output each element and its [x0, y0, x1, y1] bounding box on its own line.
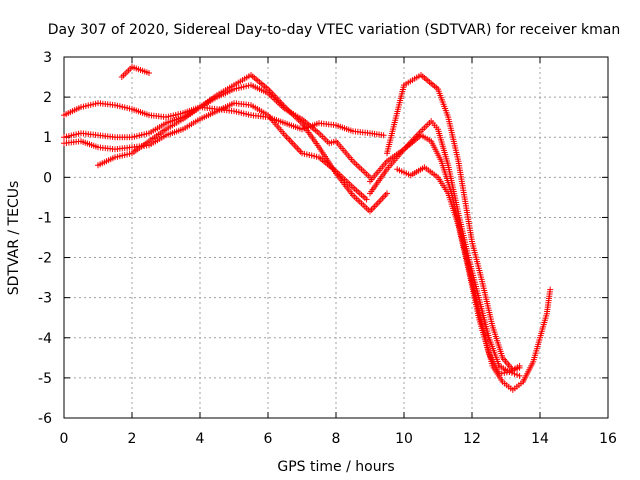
- x-tick-label: 4: [196, 431, 205, 447]
- y-tick-label: -5: [38, 371, 52, 387]
- data-point: [503, 369, 510, 376]
- data-point: [516, 372, 523, 379]
- y-tick-label: -3: [38, 291, 52, 307]
- chart-title: Day 307 of 2020, Sidereal Day-to-day VTE…: [48, 22, 620, 38]
- data-series-4: [95, 72, 390, 215]
- data-series-5: [118, 64, 152, 81]
- grid-lines: [64, 57, 608, 418]
- x-tick-label: 2: [128, 431, 137, 447]
- data-series-2: [61, 100, 370, 203]
- x-tick-label: 16: [599, 431, 617, 447]
- x-axis-ticks: 0 2 4 6 8 10 12 14 16: [60, 57, 617, 447]
- y-tick-label: -4: [38, 331, 52, 347]
- data-point: [514, 365, 521, 372]
- data-point: [547, 286, 554, 293]
- x-tick-label: 0: [60, 431, 69, 447]
- y-tick-label: 1: [43, 130, 52, 146]
- data-point: [384, 190, 390, 197]
- x-tick-label: 8: [332, 431, 341, 447]
- y-tick-label: 0: [43, 170, 52, 186]
- x-tick-label: 12: [463, 431, 481, 447]
- data-point: [501, 369, 508, 376]
- data-series-3: [61, 82, 373, 181]
- y-tick-label: -1: [38, 210, 52, 226]
- data-point: [506, 368, 513, 375]
- y-axis-label: SDTVAR / TECUs: [6, 181, 22, 296]
- data-point: [363, 196, 370, 203]
- x-tick-label: 14: [531, 431, 549, 447]
- data-point: [146, 70, 152, 77]
- data-points: [61, 64, 554, 393]
- data-point: [496, 370, 503, 377]
- data-point: [498, 370, 505, 377]
- y-tick-label: 2: [43, 90, 52, 106]
- y-tick-label: 3: [43, 50, 52, 66]
- y-tick-label: -6: [38, 411, 52, 427]
- y-tick-label: -2: [38, 251, 52, 267]
- data-series-7: [367, 118, 523, 379]
- data-series-8: [367, 132, 554, 393]
- data-point: [380, 132, 387, 139]
- data-point: [516, 364, 523, 371]
- x-tick-label: 10: [395, 431, 413, 447]
- y-axis-ticks: 3 2 1 0 -1 -2 -3 -4 -5 -6: [38, 50, 608, 427]
- data-series-6: [384, 72, 523, 373]
- data-point: [508, 367, 515, 374]
- data-point: [514, 371, 521, 378]
- x-tick-label: 6: [264, 431, 273, 447]
- data-point: [511, 366, 518, 373]
- x-axis-label: GPS time / hours: [277, 459, 394, 475]
- data-series-9: [394, 164, 523, 377]
